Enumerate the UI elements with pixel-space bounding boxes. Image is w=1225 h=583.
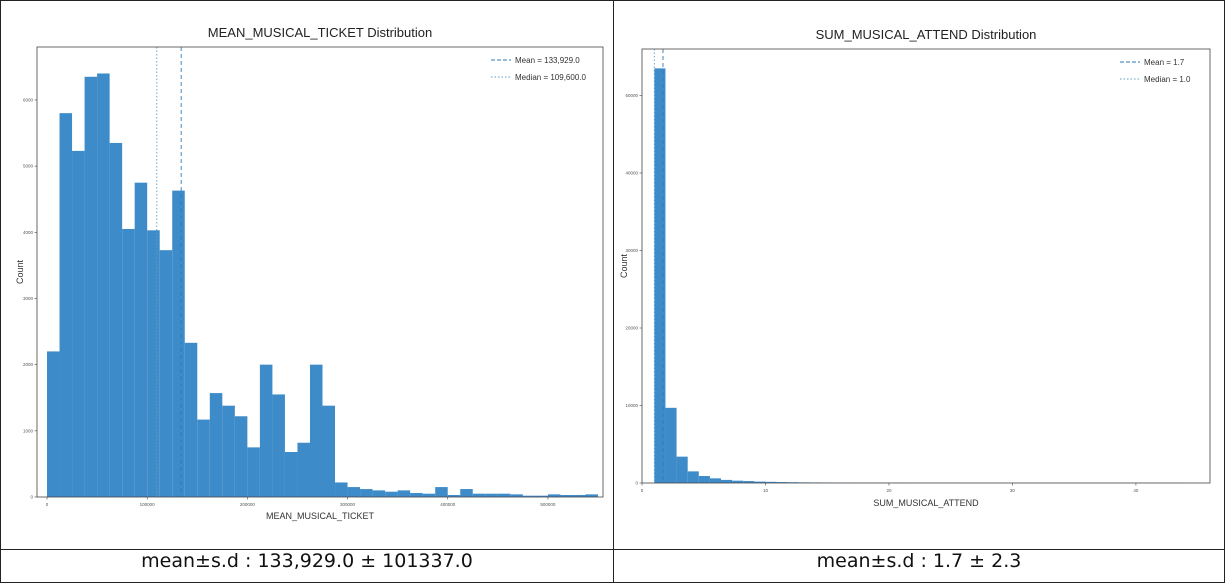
- histogram-bar: [485, 494, 498, 497]
- histogram-bars: [654, 68, 1187, 483]
- histogram-mean-musical-ticket: MEAN_MUSICAL_TICKET Distribution 0 100000 2…: [1, 1, 613, 547]
- histogram-bar: [373, 490, 386, 497]
- histogram-bar: [323, 406, 336, 497]
- histogram-bar: [721, 480, 732, 483]
- histogram-bar: [60, 113, 73, 497]
- histogram-bar: [235, 416, 248, 497]
- chart-title: MEAN_MUSICAL_TICKET Distribution: [208, 25, 432, 40]
- histogram-bar: [423, 494, 436, 497]
- histogram-bar: [385, 492, 398, 497]
- histogram-bar: [260, 365, 273, 497]
- histogram-bar: [435, 487, 448, 497]
- y-axis-label: Count: [15, 260, 25, 285]
- histogram-bar: [310, 365, 323, 497]
- chart-title: SUM_MUSICAL_ATTEND Distribution: [816, 27, 1037, 42]
- histogram-bar: [222, 406, 235, 497]
- y-tick-label: 3000: [23, 296, 34, 301]
- plot-frame: [642, 49, 1210, 483]
- histogram-bar: [665, 408, 676, 483]
- x-tick-label: 30: [1010, 488, 1016, 493]
- legend: Mean = 1.7 Median = 1.0: [1120, 58, 1191, 84]
- caption-mean-sd-ticket: mean±s.d : 133,929.0 ± 101337.0: [1, 550, 614, 583]
- histogram-bar: [297, 443, 310, 497]
- x-tick-label: 0: [46, 502, 49, 507]
- legend-entry: Median = 1.0: [1144, 75, 1191, 84]
- histogram-bars: [47, 73, 598, 497]
- histogram-bar: [677, 457, 688, 483]
- y-tick-label: 50000: [625, 93, 638, 98]
- chart-cell-left: MEAN_MUSICAL_TICKET Distribution 0 100000 2…: [1, 1, 614, 550]
- histogram-bar: [699, 476, 710, 483]
- histogram-bar: [110, 143, 123, 497]
- histogram-bar: [172, 191, 185, 497]
- histogram-bar: [285, 452, 298, 497]
- histogram-bar: [147, 230, 160, 497]
- histogram-bar: [688, 471, 699, 483]
- y-tick-label: 0: [635, 481, 638, 486]
- histogram-bar: [410, 493, 423, 497]
- histogram-bar: [197, 420, 210, 497]
- histogram-bar: [85, 77, 98, 497]
- histogram-bar: [135, 183, 148, 497]
- x-tick-label: 500000: [540, 502, 556, 507]
- y-tick-label: 40000: [625, 171, 638, 176]
- x-axis-label: MEAN_MUSICAL_TICKET: [266, 511, 375, 521]
- caption-mean-sd-attend: mean±s.d : 1.7 ± 2.3: [614, 550, 1225, 583]
- y-tick-label: 10000: [625, 403, 638, 408]
- y-tick-label: 5000: [23, 164, 34, 169]
- chart-cell-right: SUM_MUSICAL_ATTEND Distribution 0 10 20 30 40…: [614, 1, 1225, 550]
- legend-entry: Mean = 1.7: [1144, 58, 1185, 67]
- x-axis-label: SUM_MUSICAL_ATTEND: [873, 498, 979, 508]
- histogram-bar: [72, 151, 85, 497]
- y-tick-label: 0: [30, 495, 33, 500]
- histogram-bar: [460, 489, 473, 497]
- y-tick-label: 4000: [23, 230, 34, 235]
- y-tick-label: 20000: [625, 326, 638, 331]
- x-tick-label: 400000: [440, 502, 456, 507]
- x-tick-label: 0: [641, 488, 644, 493]
- x-tick-label: 100000: [140, 502, 156, 507]
- legend-entry: Mean = 133,929.0: [515, 56, 580, 65]
- y-tick-label: 1000: [23, 428, 34, 433]
- x-tick-label: 40: [1133, 488, 1139, 493]
- histogram-bar: [348, 487, 361, 497]
- x-tick-label: 10: [763, 488, 769, 493]
- y-tick-label: 2000: [23, 362, 34, 367]
- histogram-bar: [210, 393, 223, 497]
- histogram-bar: [160, 250, 173, 497]
- histogram-bar: [272, 394, 285, 497]
- x-tick-label: 300000: [340, 502, 356, 507]
- legend-entry: Median = 109,600.0: [515, 73, 586, 82]
- histogram-bar: [97, 73, 110, 497]
- histogram-bar: [335, 482, 348, 497]
- y-tick-label: 30000: [625, 248, 638, 253]
- histogram-bar: [498, 494, 511, 497]
- legend: Mean = 133,929.0 Median = 109,600.0: [491, 56, 586, 82]
- histogram-bar: [122, 229, 135, 497]
- histogram-bar: [185, 343, 198, 497]
- histogram-bar: [360, 489, 373, 497]
- x-tick-label: 20: [886, 488, 892, 493]
- histogram-bar: [247, 447, 260, 497]
- histogram-bar: [654, 68, 665, 483]
- histogram-bar: [398, 490, 411, 497]
- y-axis-label: Count: [619, 254, 629, 279]
- y-tick-label: 6000: [23, 97, 34, 102]
- histogram-bar: [473, 494, 486, 497]
- histogram-sum-musical-attend: SUM_MUSICAL_ATTEND Distribution 0 10 20 30 40…: [614, 1, 1224, 547]
- histogram-bar: [710, 478, 721, 483]
- histogram-bar: [47, 351, 60, 497]
- x-tick-label: 200000: [240, 502, 256, 507]
